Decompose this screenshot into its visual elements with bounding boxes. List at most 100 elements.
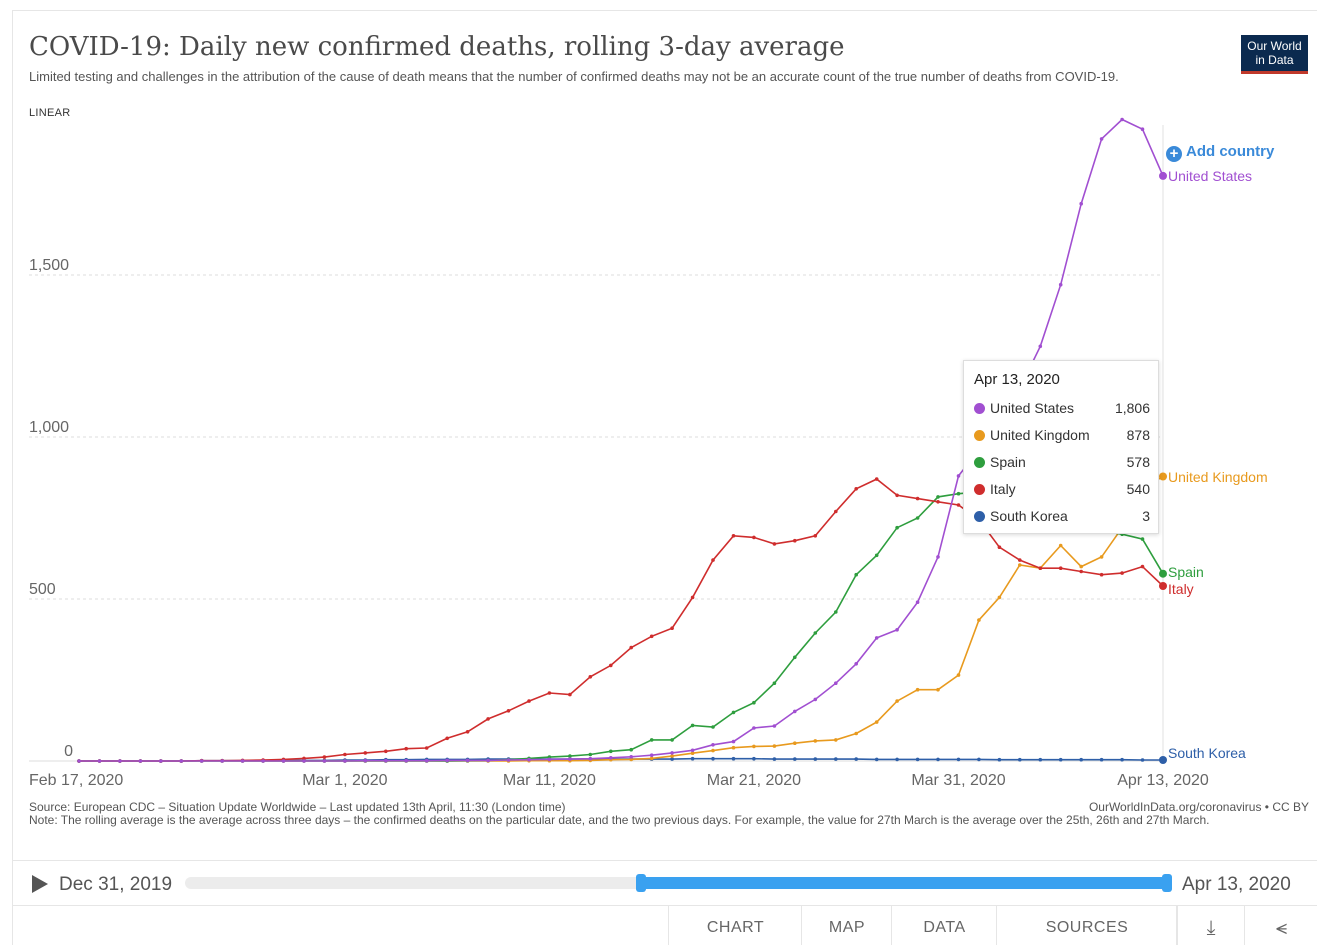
footer-source: Source: European CDC – Situation Update … xyxy=(29,800,566,814)
data-point xyxy=(1159,171,1167,180)
series-end-label: United Kingdom xyxy=(1168,469,1268,485)
data-point xyxy=(588,756,593,761)
data-point xyxy=(690,595,695,600)
data-point xyxy=(1099,555,1104,559)
data-point xyxy=(956,757,961,762)
data-point xyxy=(1079,564,1083,569)
timeline-track[interactable] xyxy=(185,874,1172,892)
data-point xyxy=(629,747,633,752)
data-point xyxy=(915,757,920,762)
data-point xyxy=(527,757,531,762)
data-point xyxy=(424,758,429,763)
data-point xyxy=(465,730,470,734)
data-point xyxy=(834,509,838,514)
data-point xyxy=(731,534,736,538)
footer-note: Note: The rolling average is the average… xyxy=(29,813,1210,827)
data-point xyxy=(1140,758,1145,762)
data-point xyxy=(486,717,490,721)
data-point xyxy=(1018,757,1022,762)
timeline-range[interactable] xyxy=(636,874,1172,892)
data-point xyxy=(649,753,654,757)
chart-frame xyxy=(12,10,1317,945)
data-point xyxy=(609,756,613,760)
data-point xyxy=(343,759,347,763)
download-icon[interactable]: ⤓ xyxy=(1176,906,1245,945)
data-point xyxy=(527,699,531,703)
footer-link[interactable]: OurWorldInData.org/coronavirus • CC BY xyxy=(1088,800,1309,814)
series-end-label: Italy xyxy=(1168,581,1194,597)
tab-map[interactable]: MAP xyxy=(801,906,892,945)
data-point xyxy=(240,759,245,763)
tab-chart[interactable]: CHART xyxy=(668,906,802,945)
data-point xyxy=(731,745,736,750)
data-point xyxy=(179,759,184,763)
data-point xyxy=(465,758,470,763)
data-point xyxy=(609,749,613,754)
data-point xyxy=(997,545,1002,549)
data-point xyxy=(690,756,695,761)
scale-toggle[interactable]: LINEAR xyxy=(29,107,71,119)
data-point xyxy=(670,757,674,761)
data-point xyxy=(936,500,940,504)
tab-data[interactable]: DATA xyxy=(891,906,997,945)
data-point xyxy=(1079,757,1083,762)
data-point xyxy=(854,572,858,577)
data-point xyxy=(1140,537,1145,541)
play-icon[interactable] xyxy=(32,875,48,893)
data-point xyxy=(731,756,736,761)
data-point xyxy=(1099,572,1104,577)
x-tick-label: Mar 21, 2020 xyxy=(707,772,801,789)
data-point xyxy=(854,757,858,761)
data-point xyxy=(404,758,409,763)
tooltip-series-value: 1,806 xyxy=(1114,400,1150,416)
logo-line2: in Data xyxy=(1255,53,1294,67)
timeline-end-label: Apr 13, 2020 xyxy=(1182,874,1291,895)
tooltip-date: Apr 13, 2020 xyxy=(974,371,1060,388)
data-point xyxy=(997,595,1002,600)
data-point xyxy=(1099,137,1104,141)
data-point xyxy=(568,692,572,697)
data-point xyxy=(874,636,879,640)
data-point xyxy=(322,759,327,763)
data-point xyxy=(1058,757,1063,762)
data-point xyxy=(159,759,163,763)
data-point xyxy=(629,645,633,650)
tooltip-row: Spain 578 xyxy=(974,453,1150,473)
data-point xyxy=(936,555,940,559)
data-point xyxy=(1120,571,1124,575)
share-icon[interactable]: ⪪ xyxy=(1244,906,1317,945)
data-point xyxy=(752,756,756,761)
tooltip-row: South Korea 3 xyxy=(974,507,1150,527)
tooltip-series-value: 878 xyxy=(1126,427,1150,443)
data-point xyxy=(1120,117,1124,122)
data-point xyxy=(670,626,674,630)
data-point xyxy=(1058,566,1063,570)
data-point xyxy=(711,725,715,729)
timeline-start-handle[interactable] xyxy=(636,874,646,892)
tooltip-row: United States 1,806 xyxy=(974,399,1150,419)
data-point xyxy=(1079,201,1083,206)
add-country-button[interactable]: + Add country xyxy=(1166,143,1274,162)
data-point xyxy=(711,743,715,747)
data-point xyxy=(1159,756,1167,764)
data-point xyxy=(343,752,347,757)
tab-sources[interactable]: SOURCES xyxy=(996,906,1178,945)
timeline-end-handle[interactable] xyxy=(1162,874,1172,892)
data-point xyxy=(506,758,511,762)
data-point xyxy=(629,755,633,759)
data-point xyxy=(486,758,490,763)
data-point xyxy=(1038,566,1043,570)
data-point xyxy=(874,477,879,481)
data-point xyxy=(813,697,818,702)
logo-line1: Our World xyxy=(1247,39,1302,53)
data-point xyxy=(895,525,899,530)
data-point xyxy=(1079,569,1083,574)
data-point xyxy=(506,709,511,713)
data-point xyxy=(813,739,818,743)
data-point xyxy=(813,757,818,761)
chart-footer: Source: European CDC – Situation Update … xyxy=(29,801,1309,827)
x-tick-label: Apr 13, 2020 xyxy=(1117,772,1209,789)
owid-logo[interactable]: Our World in Data xyxy=(1241,35,1308,74)
plus-icon: + xyxy=(1166,146,1182,162)
data-point xyxy=(772,724,777,728)
